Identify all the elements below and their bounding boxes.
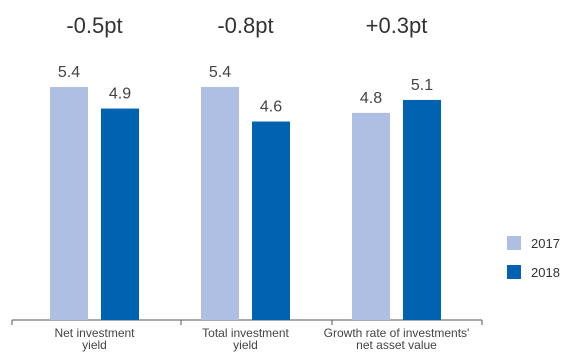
bar-2017-1 <box>201 86 239 321</box>
legend-swatch-2018 <box>507 265 521 279</box>
data-label-2018-1: 4.6 <box>260 99 282 116</box>
change-label-2: +0.3pt <box>366 13 428 38</box>
data-label-2017-1: 5.4 <box>209 64 231 81</box>
data-label-2017-0: 5.4 <box>58 64 80 81</box>
bar-2018-0 <box>101 108 139 320</box>
bar-2018-1 <box>252 121 290 320</box>
legend-swatch-2017 <box>507 236 521 250</box>
category-label-1-line-1: yield <box>233 338 258 352</box>
legend-label-2018: 2018 <box>531 264 560 280</box>
bar-2017-2 <box>352 112 390 320</box>
legend-item-2017: 2017 <box>507 234 560 252</box>
data-label-2018-0: 4.9 <box>109 86 131 103</box>
category-label-0-line-1: yield <box>82 338 107 352</box>
change-label-1: -0.8pt <box>217 13 273 38</box>
category-label-2-line-0: Growth rate of investments' <box>324 326 470 340</box>
change-label-0: -0.5pt <box>66 13 122 38</box>
bar-2018-2 <box>403 99 441 320</box>
data-label-2017-2: 4.8 <box>360 90 382 107</box>
legend-label-2017: 2017 <box>531 235 560 251</box>
category-label-2-line-1: net asset value <box>356 338 437 352</box>
category-label-0-line-0: Net investment <box>54 326 135 340</box>
data-label-2018-2: 5.1 <box>411 77 433 94</box>
legend: 2017 2018 <box>507 234 560 292</box>
bar-2017-0 <box>50 86 88 321</box>
category-label-1-line-0: Total investment <box>202 326 289 340</box>
legend-item-2018: 2018 <box>507 263 560 281</box>
